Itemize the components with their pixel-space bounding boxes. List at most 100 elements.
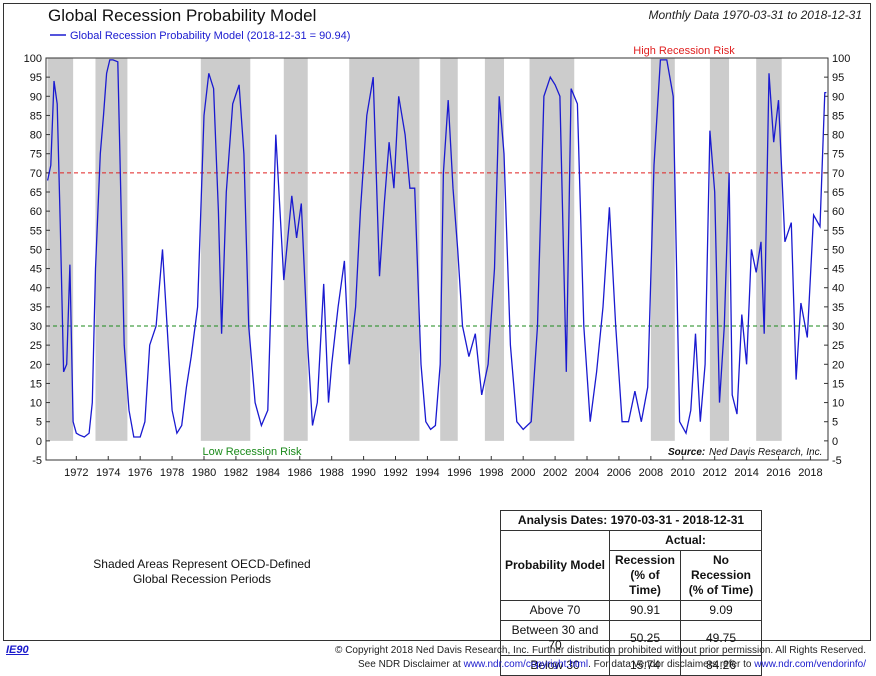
- x-tick-label: 1998: [479, 467, 503, 479]
- y-tick-label: 85: [832, 110, 844, 122]
- y-tick-label: 70: [30, 168, 42, 180]
- x-tick-label: 2018: [798, 467, 822, 479]
- y-tick-label: 0: [832, 436, 838, 448]
- copyright-link[interactable]: www.ndr.com/copyright.html: [463, 659, 589, 670]
- x-tick-label: 2004: [575, 467, 599, 479]
- y-tick-label: 100: [832, 53, 850, 65]
- disclaimer-prefix: See NDR Disclaimer at: [358, 659, 461, 670]
- recession-band: [529, 58, 575, 441]
- y-tick-label: 5: [832, 417, 838, 429]
- source-label: Source:: [668, 447, 705, 458]
- shading-note: Shaded Areas Represent OECD-Defined Glob…: [82, 557, 322, 587]
- recession-band: [709, 58, 730, 441]
- y-tick-label: 90: [30, 91, 42, 103]
- y-tick-label: 10: [832, 398, 844, 410]
- y-tick-label: 75: [30, 149, 42, 161]
- note-line-2: Global Recession Periods: [132, 572, 272, 586]
- y-tick-label: 45: [832, 264, 844, 276]
- chart-area: -5 0 5 10 15 20 25 30 35 40 45 50 55 60 65 70 75 80 85 90 95…: [24, 30, 851, 479]
- y-tick-label: 100: [24, 53, 42, 65]
- y-tick-label: 25: [30, 340, 42, 352]
- table-row: Below 30 15.74 84.26: [500, 655, 762, 676]
- y-tick-label: 50: [832, 244, 844, 256]
- y-tick-label: 95: [30, 72, 42, 84]
- y-tick-label: 65: [30, 187, 42, 199]
- x-tick-label: 1984: [256, 467, 280, 479]
- vendor-info-link[interactable]: www.ndr.com/vendorinfo/: [754, 659, 866, 670]
- y-axis-right: -5 0 5 10 15 20 25 30 35 40 45 50 55 60 65 70 75 80 85 90 95…: [824, 53, 850, 467]
- x-tick-label: 2002: [543, 467, 567, 479]
- y-tick-label: 75: [832, 149, 844, 161]
- high-risk-label: High Recession Risk: [633, 45, 735, 57]
- copyright-text: © Copyright 2018 Ned Davis Research, Inc…: [335, 645, 866, 656]
- y-axis-left: -5 0 5 10 15 20 25 30 35 40 45 50 55 60 65 70 75 80 85 90 95…: [24, 53, 50, 467]
- x-tick-label: 1988: [319, 467, 343, 479]
- y-tick-label: 30: [30, 321, 42, 333]
- row-recession: 50.25: [609, 620, 681, 656]
- chart-subtitle: Monthly Data 1970-03-31 to 2018-12-31: [648, 8, 862, 22]
- x-tick-label: 2010: [671, 467, 695, 479]
- x-tick-label: 2016: [766, 467, 790, 479]
- y-tick-label: 0: [36, 436, 42, 448]
- row-no-recession: 84.26: [680, 655, 762, 676]
- model-header: Probability Model: [500, 530, 610, 601]
- y-tick-label: 40: [832, 283, 844, 295]
- x-tick-label: 2006: [607, 467, 631, 479]
- x-tick-label: 1990: [351, 467, 375, 479]
- x-tick-label: 1992: [383, 467, 407, 479]
- y-tick-label: 55: [832, 225, 844, 237]
- y-tick-label: 50: [30, 244, 42, 256]
- y-tick-label: 25: [832, 340, 844, 352]
- table-row: Between 30 and 70 50.25 49.75: [500, 620, 762, 656]
- plot-border: [45, 57, 829, 461]
- x-tick-label: 1994: [415, 467, 439, 479]
- row-no-recession: 9.09: [680, 600, 762, 621]
- x-tick-label: 1980: [192, 467, 216, 479]
- recession-shading-group: [47, 58, 782, 441]
- legend: Global Recession Probability Model (2018…: [50, 30, 350, 42]
- y-tick-label: 35: [832, 302, 844, 314]
- x-tick-label: 1972: [64, 467, 88, 479]
- footer-copyright: © Copyright 2018 Ned Davis Research, Inc…: [335, 644, 866, 672]
- y-tick-label: 65: [832, 187, 844, 199]
- y-tick-label: 90: [832, 91, 844, 103]
- y-tick-label: 80: [30, 130, 42, 142]
- recession-band: [200, 58, 251, 441]
- row-recession: 15.74: [609, 655, 681, 676]
- y-tick-label: 10: [30, 398, 42, 410]
- y-tick-label: 95: [832, 72, 844, 84]
- disclaimer-mid: . For data vendor disclaimers refer to: [588, 659, 752, 670]
- x-tick-label: 1978: [160, 467, 184, 479]
- x-tick-label: 1982: [224, 467, 248, 479]
- row-label: Above 70: [500, 600, 610, 621]
- no-recession-header: No Recession (% of Time): [680, 550, 762, 601]
- actual-header: Actual:: [609, 530, 762, 551]
- y-tick-label: 15: [30, 378, 42, 390]
- x-axis: 1972 1974 1976 1978 1980 1982 1984 1986 1988 1990…: [64, 456, 823, 479]
- x-tick-label: 2008: [639, 467, 663, 479]
- reference-lines-group: [46, 172, 828, 327]
- legend-label: Global Recession Probability Model (2018…: [70, 30, 350, 42]
- y-tick-label: 60: [30, 206, 42, 218]
- y-tick-label: 40: [30, 283, 42, 295]
- recession-header: Recession (% of Time): [609, 550, 681, 601]
- low-risk-label: Low Recession Risk: [202, 446, 302, 458]
- recession-band: [283, 58, 308, 441]
- x-tick-label: 1976: [128, 467, 152, 479]
- x-tick-label: 2000: [511, 467, 535, 479]
- y-tick-label: 55: [30, 225, 42, 237]
- y-tick-label: 60: [832, 206, 844, 218]
- y-tick-label: 35: [30, 302, 42, 314]
- y-tick-label: 30: [832, 321, 844, 333]
- source-value: Ned Davis Research, Inc.: [709, 447, 822, 458]
- disclaimer-line: See NDR Disclaimer at www.ndr.com/copyri…: [335, 658, 866, 672]
- y-tick-label: 70: [832, 168, 844, 180]
- y-tick-label: 20: [30, 359, 42, 371]
- y-tick-label: -5: [32, 455, 42, 467]
- analysis-dates: Analysis Dates: 1970-03-31 - 2018-12-31: [500, 510, 762, 531]
- chart-id-link[interactable]: IE90: [6, 644, 29, 656]
- chart-frame: [3, 3, 871, 641]
- table-row: Above 70 90.91 9.09: [500, 600, 762, 621]
- y-tick-label: 45: [30, 264, 42, 276]
- x-tick-label: 2014: [734, 467, 758, 479]
